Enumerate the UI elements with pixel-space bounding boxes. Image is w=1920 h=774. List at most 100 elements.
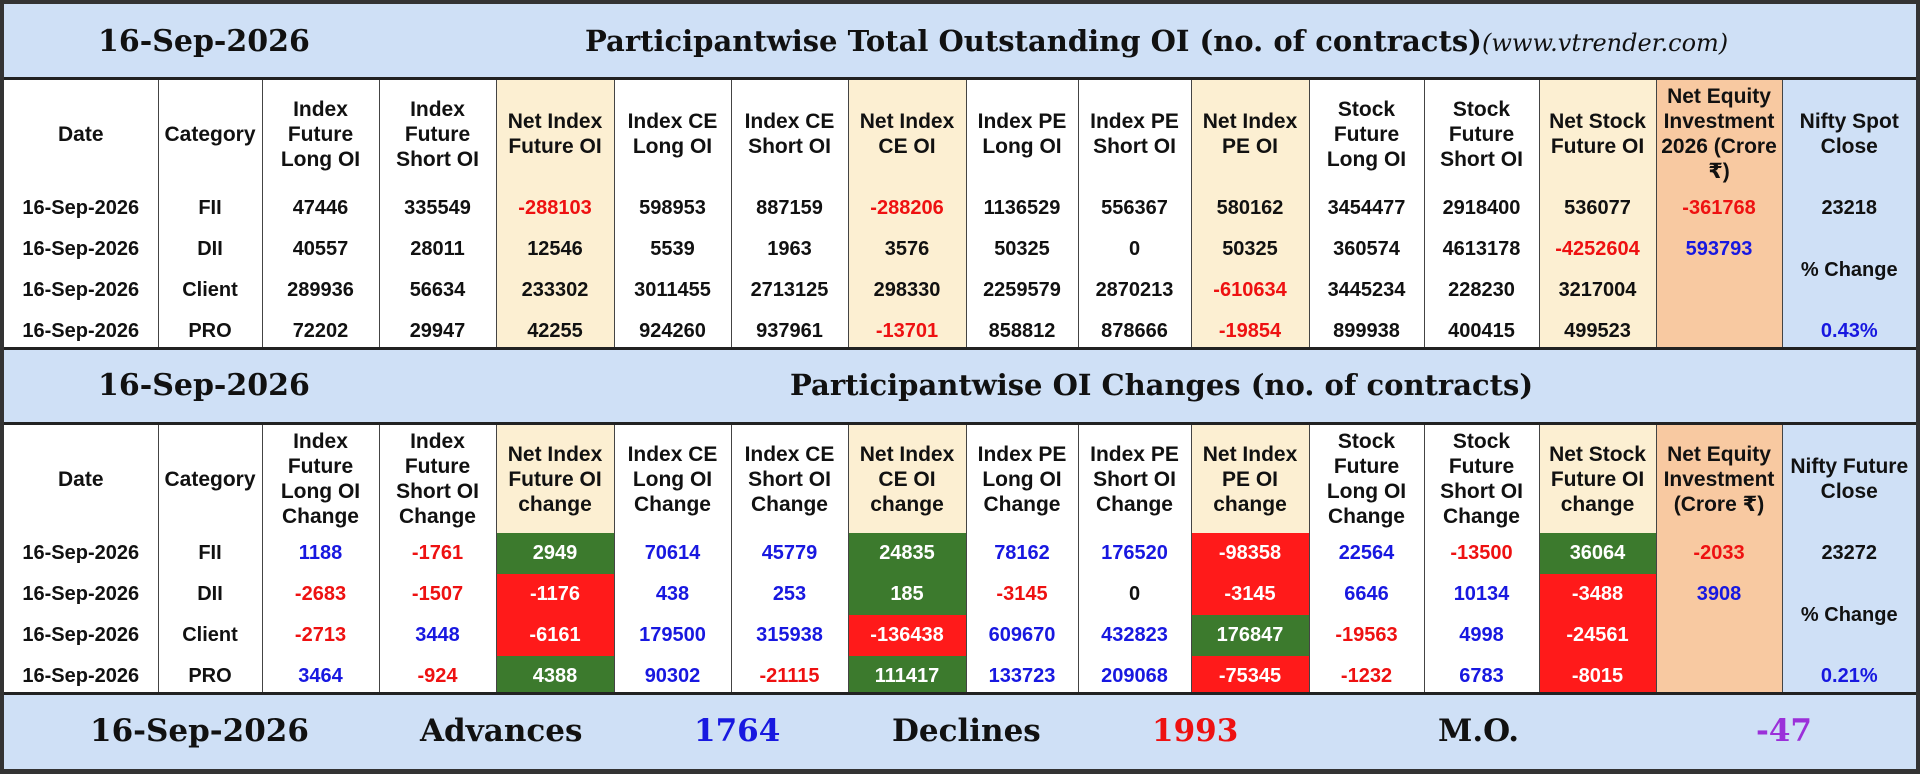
equity-cell bbox=[1655, 656, 1782, 697]
equity-cell: 3908 bbox=[1655, 574, 1782, 615]
value-cell: 878666 bbox=[1077, 311, 1191, 352]
table-row: 16-Sep-2026 Client -2713 3448 -6161 179500 315… bbox=[4, 615, 1916, 656]
value-cell: -3145 bbox=[1190, 574, 1309, 615]
value-cell: 335549 bbox=[378, 188, 496, 229]
value-cell: -288103 bbox=[495, 188, 614, 229]
header-site: (www.vtrender.com) bbox=[1482, 29, 1729, 57]
value-cell: -13500 bbox=[1423, 533, 1539, 574]
value-cell: 36064 bbox=[1538, 533, 1656, 574]
header-title: Participantwise OI Changes (no. of contr… bbox=[790, 368, 1534, 402]
column-header: Stock Future Long OI bbox=[1308, 80, 1424, 188]
value-cell: -24561 bbox=[1538, 615, 1656, 656]
value-cell: -610634 bbox=[1190, 270, 1309, 311]
nifty-close-value: 23272 bbox=[1781, 533, 1916, 574]
value-cell: 4998 bbox=[1423, 615, 1539, 656]
value-cell: -288206 bbox=[847, 188, 966, 229]
table-row: 16-Sep-2026 FII 1188 -1761 2949 70614 45779 248… bbox=[4, 533, 1916, 574]
value-cell: 90302 bbox=[613, 656, 731, 697]
value-cell: 45779 bbox=[730, 533, 848, 574]
value-cell: -3488 bbox=[1538, 574, 1656, 615]
value-cell: -8015 bbox=[1538, 656, 1656, 697]
category-cell: Client bbox=[157, 270, 262, 311]
value-cell: 0 bbox=[1077, 229, 1191, 270]
header-title: Participantwise Total Outstanding OI (no… bbox=[585, 24, 1482, 58]
divider bbox=[4, 422, 1916, 425]
pct-change-value: 0.21% bbox=[1781, 656, 1916, 697]
value-cell: 2713125 bbox=[730, 270, 848, 311]
value-cell: 3011455 bbox=[613, 270, 731, 311]
advances-value: 1764 bbox=[694, 713, 781, 749]
value-cell: 78162 bbox=[965, 533, 1078, 574]
value-cell: 3576 bbox=[847, 229, 966, 270]
column-header: Stock Future Long OI Change bbox=[1308, 425, 1424, 533]
value-cell: 50325 bbox=[1190, 229, 1309, 270]
column-header: Net Index PE OI change bbox=[1190, 425, 1309, 533]
table-row: 16-Sep-2026 PRO 3464 -924 4388 90302 -21115 111… bbox=[4, 656, 1916, 697]
column-header: Net Index CE OI change bbox=[847, 425, 966, 533]
value-cell: 133723 bbox=[965, 656, 1078, 697]
column-header: Net Index Future OI bbox=[495, 80, 614, 188]
value-cell: 185 bbox=[847, 574, 966, 615]
date-cell: 16-Sep-2026 bbox=[22, 542, 140, 564]
value-cell: 2870213 bbox=[1077, 270, 1191, 311]
date-cell: 16-Sep-2026 bbox=[22, 583, 140, 605]
value-cell: -75345 bbox=[1190, 656, 1309, 697]
value-cell: 298330 bbox=[847, 270, 966, 311]
column-header: Net Stock Future OI bbox=[1538, 80, 1656, 188]
value-cell: 6783 bbox=[1423, 656, 1539, 697]
value-cell: 3464 bbox=[261, 656, 379, 697]
equity-cell bbox=[1655, 615, 1782, 656]
table-row: 16-Sep-2026 DII 40557 28011 12546 5539 1963 357… bbox=[4, 229, 1916, 311]
table-row: 16-Sep-2026 FII 47446 335549 -288103 598953 88… bbox=[4, 188, 1916, 229]
divider bbox=[4, 692, 1916, 695]
header-band-oi-changes: 16-Sep-2026 Participantwise OI Changes (… bbox=[4, 350, 1916, 422]
column-header: Category bbox=[157, 425, 262, 533]
category-cell: DII bbox=[157, 229, 262, 270]
value-cell: -2683 bbox=[261, 574, 379, 615]
pct-change-label: % Change bbox=[1781, 574, 1916, 656]
value-cell: 0 bbox=[1077, 574, 1191, 615]
header-date: 16-Sep-2026 bbox=[98, 24, 310, 59]
value-cell: -19854 bbox=[1190, 311, 1309, 352]
column-header: Nifty Spot Close bbox=[1781, 80, 1916, 188]
value-cell: 111417 bbox=[847, 656, 966, 697]
value-cell: 12546 bbox=[495, 229, 614, 270]
value-cell: 28011 bbox=[378, 229, 496, 270]
date-cell: 16-Sep-2026 bbox=[22, 279, 140, 301]
value-cell: 2259579 bbox=[965, 270, 1078, 311]
value-cell: 400415 bbox=[1423, 311, 1539, 352]
value-cell: 29947 bbox=[378, 311, 496, 352]
nifty-close-value: 23218 bbox=[1781, 188, 1916, 229]
advances-label: Advances bbox=[420, 713, 583, 749]
value-cell: 42255 bbox=[495, 311, 614, 352]
column-header: Index Future Short OI bbox=[378, 80, 496, 188]
value-cell: 253 bbox=[730, 574, 848, 615]
value-cell: -924 bbox=[378, 656, 496, 697]
value-cell: 50325 bbox=[965, 229, 1078, 270]
value-cell: 40557 bbox=[261, 229, 379, 270]
category-cell: PRO bbox=[157, 656, 262, 697]
value-cell: 536077 bbox=[1538, 188, 1656, 229]
table-row: 16-Sep-2026 DII -2683 -1507 -1176 438 253 185 -3… bbox=[4, 574, 1916, 656]
equity-cell bbox=[1655, 311, 1782, 352]
value-cell: 580162 bbox=[1190, 188, 1309, 229]
value-cell: 3448 bbox=[378, 615, 496, 656]
category-cell: Client bbox=[157, 615, 262, 656]
value-cell: 360574 bbox=[1308, 229, 1424, 270]
value-cell: 209068 bbox=[1077, 656, 1191, 697]
category-cell: PRO bbox=[157, 311, 262, 352]
column-header: Stock Future Short OI Change bbox=[1423, 425, 1539, 533]
value-cell: 179500 bbox=[613, 615, 731, 656]
value-cell: 1188 bbox=[261, 533, 379, 574]
value-cell: -3145 bbox=[965, 574, 1078, 615]
value-cell: -19563 bbox=[1308, 615, 1424, 656]
equity-cell: 593793 bbox=[1655, 229, 1782, 270]
column-header: Date bbox=[57, 467, 104, 491]
value-cell: 72202 bbox=[261, 311, 379, 352]
value-cell: 176847 bbox=[1190, 615, 1309, 656]
value-cell: 899938 bbox=[1308, 311, 1424, 352]
mo-label: M.O. bbox=[1438, 713, 1520, 749]
value-cell: 609670 bbox=[965, 615, 1078, 656]
column-header: Net Index CE OI bbox=[847, 80, 966, 188]
value-cell: 3454477 bbox=[1308, 188, 1424, 229]
